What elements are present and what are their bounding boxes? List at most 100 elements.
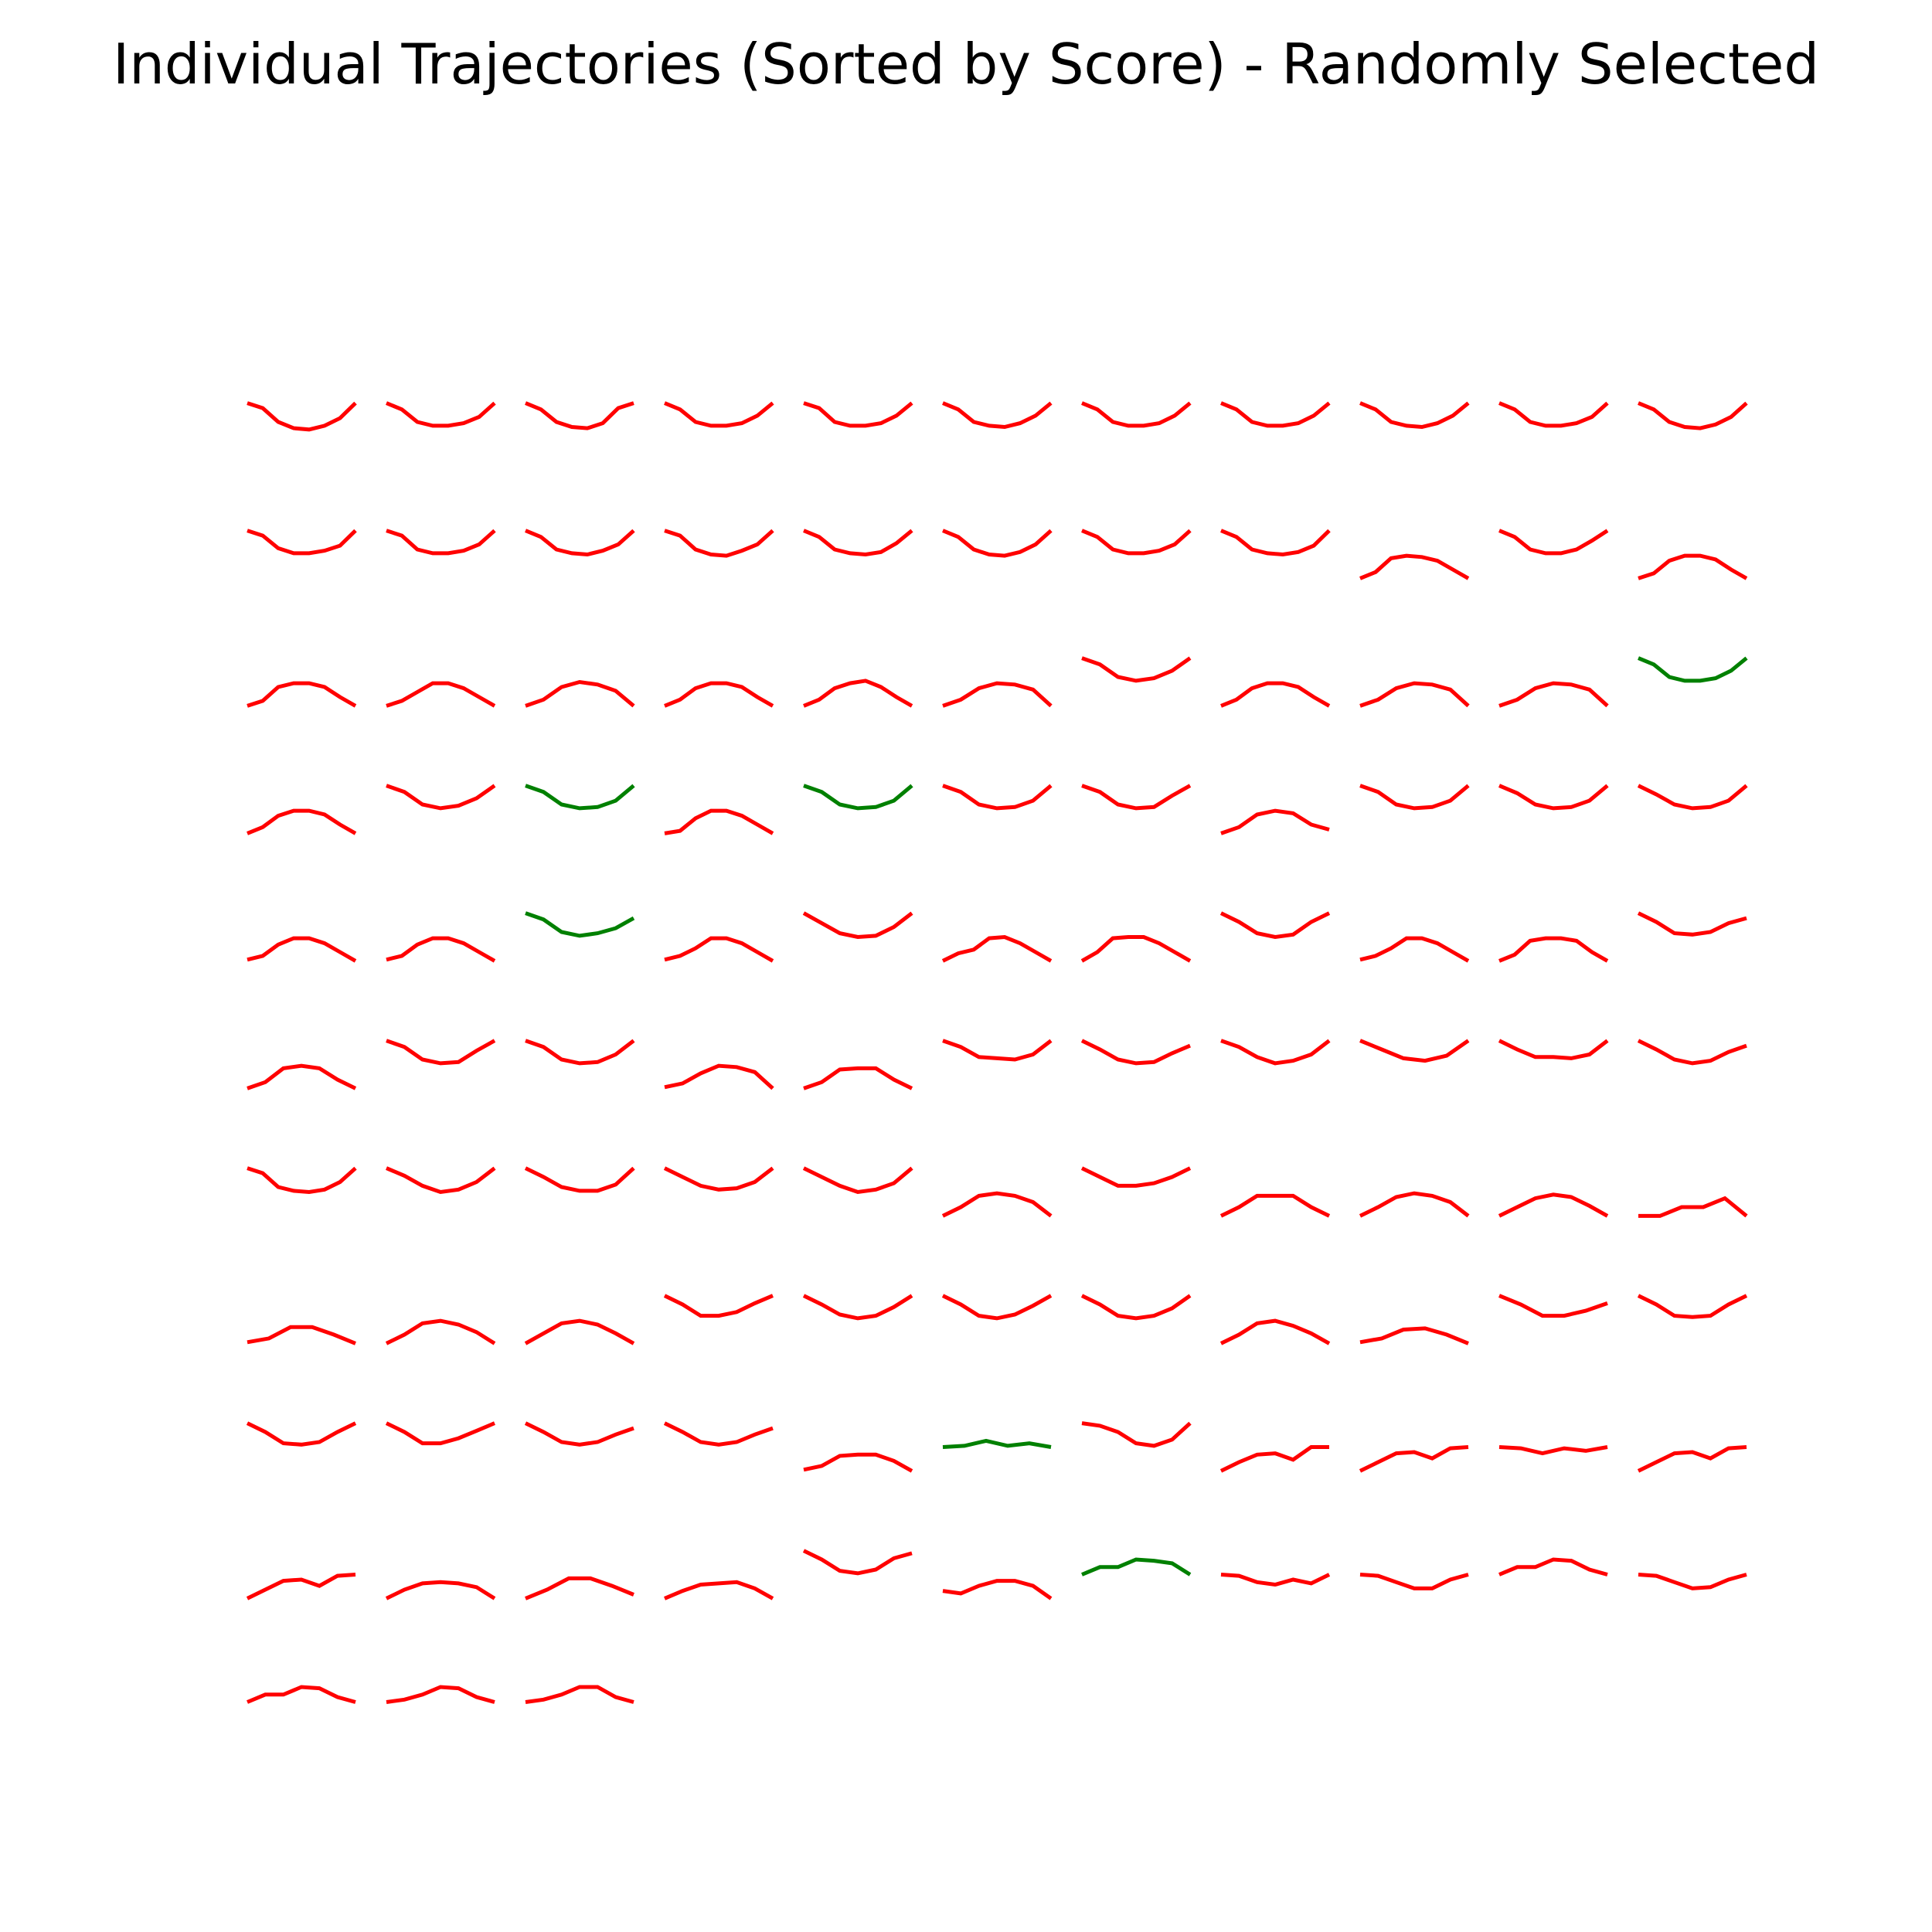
trajectory-line-37 xyxy=(664,808,774,835)
trajectory-line-57 xyxy=(386,1039,496,1066)
trajectory-line-38 xyxy=(803,784,913,811)
trajectory-line-31 xyxy=(1359,681,1470,708)
trajectory-line-12 xyxy=(247,529,357,556)
trajectory-line-96 xyxy=(1219,1445,1329,1473)
trajectory-line-91 xyxy=(524,1421,634,1447)
trajectory-line-27 xyxy=(803,679,913,708)
trajectory-line-82 xyxy=(802,1294,913,1321)
trajectory-line-110 xyxy=(1638,1573,1747,1590)
trajectory-line-76 xyxy=(1498,1192,1609,1218)
trajectory-line-10 xyxy=(1498,401,1609,428)
trajectory-line-68 xyxy=(386,1166,496,1195)
trajectory-line-25 xyxy=(525,679,635,708)
trajectory-line-17 xyxy=(942,529,1053,558)
trajectory-line-30 xyxy=(1220,681,1331,708)
trajectory-line-100 xyxy=(246,1573,356,1600)
trajectory-line-33 xyxy=(1638,656,1748,683)
trajectory-line-78 xyxy=(247,1325,356,1345)
trajectory-line-36 xyxy=(525,784,635,811)
trajectory-line-55 xyxy=(1637,911,1747,937)
trajectory-line-28 xyxy=(942,681,1053,708)
trajectory-line-92 xyxy=(663,1421,774,1447)
trajectory-line-24 xyxy=(386,681,496,708)
trajectory-line-107 xyxy=(1220,1573,1331,1587)
trajectory-line-71 xyxy=(802,1166,913,1195)
trajectory-line-34 xyxy=(247,808,357,835)
trajectory-line-66 xyxy=(1637,1039,1747,1066)
trajectory-line-4 xyxy=(664,401,774,428)
trajectory-line-77 xyxy=(1638,1196,1748,1218)
trajectory-line-46 xyxy=(386,936,496,963)
trajectory-line-53 xyxy=(1359,936,1470,963)
trajectory-line-113 xyxy=(525,1685,634,1704)
trajectory-line-8 xyxy=(1220,401,1331,428)
trajectory-line-42 xyxy=(1359,784,1470,811)
trajectory-line-11 xyxy=(1638,401,1748,430)
trajectory-line-14 xyxy=(525,529,635,557)
trajectory-line-26 xyxy=(664,681,774,708)
trajectory-line-40 xyxy=(1081,784,1192,811)
trajectory-line-15 xyxy=(664,529,774,558)
trajectory-line-89 xyxy=(246,1421,357,1447)
trajectory-line-59 xyxy=(664,1063,774,1090)
trajectory-line-88 xyxy=(1637,1294,1748,1319)
trajectory-line-102 xyxy=(525,1576,634,1600)
trajectory-line-54 xyxy=(1498,936,1609,963)
trajectory-line-108 xyxy=(1359,1573,1469,1590)
trajectory-line-50 xyxy=(941,934,1053,963)
trajectory-line-35 xyxy=(386,784,496,811)
trajectory-line-47 xyxy=(525,911,635,938)
trajectory-line-98 xyxy=(1498,1445,1608,1456)
trajectory-line-104 xyxy=(802,1549,913,1576)
trajectory-line-16 xyxy=(803,529,913,557)
trajectory-line-85 xyxy=(1219,1318,1331,1345)
trajectory-line-23 xyxy=(247,681,357,708)
trajectory-line-63 xyxy=(1220,1039,1331,1066)
trajectory-line-69 xyxy=(524,1166,635,1193)
trajectory-line-84 xyxy=(1080,1294,1192,1321)
trajectory-line-7 xyxy=(1081,401,1192,428)
trajectory-line-112 xyxy=(386,1685,495,1704)
trajectory-line-20 xyxy=(1359,553,1470,580)
trajectory-line-72 xyxy=(941,1191,1053,1218)
trajectory-line-74 xyxy=(1219,1193,1331,1218)
trajectory-line-70 xyxy=(663,1166,774,1192)
trajectory-line-101 xyxy=(385,1580,496,1600)
trajectory-line-2 xyxy=(386,401,496,428)
trajectory-line-52 xyxy=(1219,911,1331,940)
trajectory-line-13 xyxy=(386,529,496,556)
trajectory-line-22 xyxy=(1638,553,1748,580)
trajectory-line-109 xyxy=(1498,1557,1608,1577)
trajectory-line-79 xyxy=(385,1318,496,1345)
trajectory-line-51 xyxy=(1080,935,1192,963)
trajectory-line-3 xyxy=(525,401,634,430)
trajectory-line-29 xyxy=(1081,656,1192,683)
trajectory-line-97 xyxy=(1359,1445,1469,1473)
trajectory-line-73 xyxy=(1080,1166,1192,1188)
trajectory-line-21 xyxy=(1498,529,1609,556)
trajectory-line-32 xyxy=(1498,681,1609,708)
trajectory-line-62 xyxy=(1080,1039,1191,1066)
chart-title: Individual Trajectories (Sorted by Score… xyxy=(112,32,1820,97)
trajectory-line-60 xyxy=(803,1066,913,1090)
trajectory-line-5 xyxy=(803,401,913,428)
trajectory-line-94 xyxy=(942,1438,1052,1449)
trajectory-line-19 xyxy=(1220,529,1331,557)
trajectory-line-48 xyxy=(664,936,774,963)
trajectory-line-105 xyxy=(942,1579,1053,1600)
trajectory-line-61 xyxy=(942,1039,1053,1062)
trajectory-line-6 xyxy=(942,401,1053,430)
trajectory-line-86 xyxy=(1359,1326,1469,1345)
trajectory-line-9 xyxy=(1359,401,1470,430)
trajectory-line-65 xyxy=(1498,1039,1609,1060)
trajectory-line-103 xyxy=(664,1580,774,1600)
trajectory-line-41 xyxy=(1220,808,1330,835)
trajectory-line-90 xyxy=(385,1421,495,1446)
trajectory-line-56 xyxy=(247,1063,357,1090)
trajectory-line-64 xyxy=(1359,1039,1470,1063)
trajectory-line-18 xyxy=(1081,529,1192,556)
trajectory-line-81 xyxy=(663,1294,774,1318)
trajectory-line-45 xyxy=(247,936,357,963)
trajectory-line-58 xyxy=(525,1039,635,1066)
